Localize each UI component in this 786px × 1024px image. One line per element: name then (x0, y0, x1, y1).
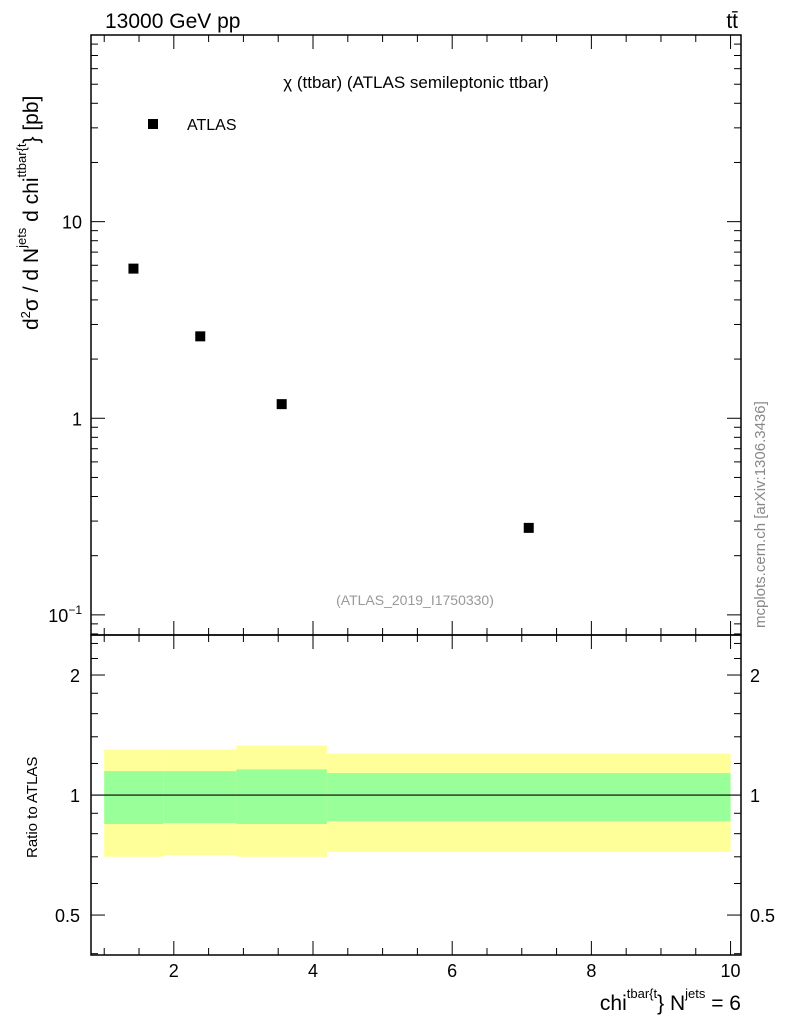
inner-band-bin (236, 769, 327, 824)
inner-band-bin (163, 771, 237, 823)
ratio-plot-frame (90, 634, 742, 956)
header-left: 13000 GeV pp (105, 10, 240, 33)
x-axis-label-part: chi (600, 992, 627, 1015)
x-tick-label: 10 (721, 961, 741, 981)
y-axis-label-part: σ / d N (20, 248, 43, 311)
ratio-y-tick-label-right: 2 (750, 666, 760, 686)
x-axis-label-part: } N (657, 992, 685, 1015)
data-point (128, 263, 139, 274)
x-axis-label: chitbar{t} Njets = 6 (600, 986, 741, 1015)
y-tick-label-exponent: −1 (68, 603, 82, 617)
y-axis-label-part: d chi (20, 177, 43, 227)
y-axis-label-part: ttbar{t (14, 143, 29, 177)
y-tick-label-base: 10 (48, 606, 68, 626)
x-tick-label: 4 (308, 961, 318, 981)
data-points (128, 263, 534, 533)
side-label: mcplots.cern.ch [arXiv:1306.3436] (752, 401, 769, 628)
legend-label: ATLAS (187, 117, 237, 134)
y-tick-label: 10 (62, 213, 82, 233)
inner-band-bin (326, 773, 731, 822)
axis-ticks (91, 35, 741, 955)
data-point (276, 399, 287, 410)
y-tick-label: 1 (72, 409, 82, 429)
y-axis-label: d2σ / d Njets d chittbar{t} [pb] (14, 96, 43, 330)
legend-marker (148, 119, 158, 129)
ratio-y-tick-label: 0.5 (55, 906, 80, 926)
ratio-y-tick-label-right: 1 (750, 786, 760, 806)
x-tick-label: 8 (586, 961, 596, 981)
data-point (523, 522, 534, 533)
ratio-y-tick-label: 1 (70, 786, 80, 806)
ratio-y-tick-label: 2 (70, 666, 80, 686)
y-axis-label-part: d (20, 318, 43, 330)
data-point (195, 331, 206, 342)
analysis-id: (ATLAS_2019_I1750330) (336, 592, 494, 608)
x-axis-label-part: tbar{t (627, 986, 658, 1001)
x-tick-label: 2 (169, 961, 179, 981)
x-axis-label-part: = 6 (705, 992, 741, 1015)
x-tick-label: 6 (447, 961, 457, 981)
header-right: tt̄ (726, 10, 738, 33)
inner-band-bin (104, 771, 164, 824)
y-axis-label-part: } [pb] (20, 96, 43, 144)
ratio-y-axis-label: Ratio to ATLAS (24, 757, 41, 858)
y-tick-label: 10−1 (48, 603, 82, 626)
plot-title: χ (ttbar) (ATLAS semileptonic ttbar) (283, 73, 549, 92)
ratio-y-tick-label-right: 0.5 (750, 906, 775, 926)
ratio-bands (91, 745, 741, 857)
y-axis-label-part: jets (14, 227, 29, 249)
y-axis-label-part: 2 (18, 311, 33, 318)
x-axis-label-part: jets (684, 986, 706, 1001)
